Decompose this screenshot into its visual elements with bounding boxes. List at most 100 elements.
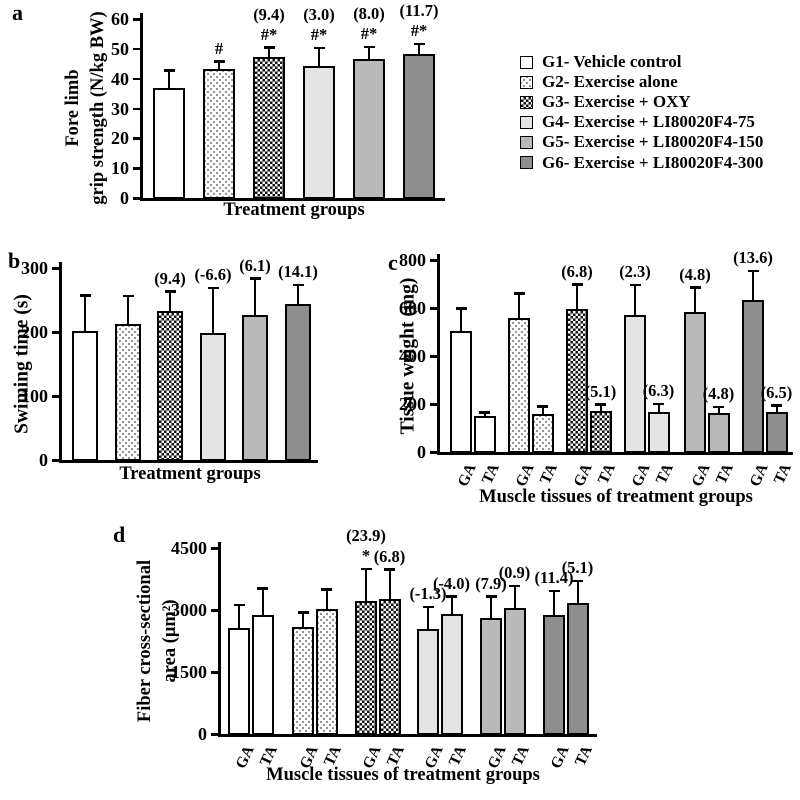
error-bar-cap <box>313 46 325 50</box>
panel-c-y-tickmark <box>430 355 437 358</box>
error-bar-cap <box>233 603 245 607</box>
panel-d-letter: d <box>113 522 126 547</box>
error-bar-cap <box>653 402 664 406</box>
x-ticklabel-text: TA <box>712 461 737 487</box>
error-bar-cap <box>257 587 268 590</box>
bar-c-G6-GA <box>742 300 764 453</box>
annotation: (14.1) <box>278 262 318 282</box>
x-ticklabel-text: TA <box>571 743 596 769</box>
error-bar <box>388 569 391 599</box>
legend-item-g6: G6- Exercise + LI80020F4-300 <box>520 152 764 172</box>
panel-a-y-tickmark <box>133 18 140 21</box>
panel-d-y-ticklabel: 4500 <box>171 538 207 558</box>
error-bar <box>261 588 264 616</box>
panel-d-y-tickmark <box>211 733 218 736</box>
annotation: (4.8) <box>702 384 735 404</box>
x-ticklabel-text: TA <box>536 461 561 487</box>
error-bar <box>325 589 328 609</box>
x-ticklabel-text: GA <box>454 461 480 490</box>
legend-label: G1- Vehicle control <box>542 52 682 71</box>
panel-c-y-ticklabel: 0 <box>417 442 426 462</box>
bar-b-G3 <box>157 310 183 461</box>
error-bar <box>483 412 486 417</box>
legend-item-g2: G2- Exercise alone <box>520 73 678 91</box>
annotation: (5.1) <box>584 381 617 401</box>
panel-b-xaxis-title: Treatment groups <box>119 464 261 484</box>
x-ticklabel-text: GA <box>570 461 596 490</box>
panel-d-y-tickmark <box>211 609 218 612</box>
legend-label: G2- Exercise alone <box>542 72 678 92</box>
annotation: (11.4) <box>534 568 574 588</box>
annotation: #* <box>310 25 328 45</box>
panel-d-x-axis <box>218 734 597 737</box>
legend-label: G6- Exercise + LI80020F4-300 <box>542 152 764 172</box>
bar-b-G4 <box>200 333 226 461</box>
panel-d-y-ticklabel: 3000 <box>171 600 207 620</box>
bar-d-G3-TA <box>378 598 401 735</box>
error-bar <box>212 288 214 334</box>
bar-b-G2 <box>115 323 141 461</box>
error-bar-cap <box>422 605 434 609</box>
panel-b-y-ticklabel: 300 <box>21 258 48 278</box>
panel-c-y-tickmark <box>430 403 437 406</box>
bar-a-G5 <box>353 58 385 199</box>
error-bar-cap <box>446 595 457 598</box>
error-bar <box>254 278 256 316</box>
legend-item-g3: G3- Exercise + OXY <box>520 93 691 111</box>
error-bar-cap <box>360 567 372 571</box>
bar-d-G2-TA <box>315 608 338 735</box>
error-bar <box>238 605 240 628</box>
panel-b-letter: b <box>8 248 21 273</box>
error-bar <box>541 406 544 414</box>
legend-swatch-g4 <box>520 115 533 129</box>
panel-a-y-ticklabel: 20 <box>111 128 129 149</box>
error-bar-cap <box>548 589 560 593</box>
error-bar-cap <box>79 294 91 297</box>
x-ticklabel-text: TA <box>652 461 677 487</box>
error-bar-cap <box>595 403 606 406</box>
bar-b-G5 <box>242 315 268 461</box>
x-ticklabel-text: GA <box>628 461 654 490</box>
error-bar-cap <box>771 404 782 407</box>
error-bar <box>553 591 555 616</box>
x-ticklabel-text: GA <box>547 743 573 772</box>
panel-d-y-ticklabel: 0 <box>198 724 207 744</box>
bar-a-G4 <box>303 65 335 199</box>
panel-a-y-ticklabel: 40 <box>111 68 129 89</box>
error-bar-cap <box>292 283 304 287</box>
panel-b-y-ticklabel: 0 <box>39 450 48 470</box>
error-bar-cap <box>207 286 219 290</box>
panel-b-y-ticklabel: 100 <box>21 386 48 406</box>
bar-a-G6 <box>403 53 435 199</box>
yaxis-title-line: Fiber cross-sectional <box>135 559 155 723</box>
annotation: # <box>214 38 224 58</box>
error-bar-cap <box>384 568 395 571</box>
error-bar-cap <box>213 60 225 63</box>
error-bar-cap <box>485 595 497 598</box>
panel-a-y-tickmark <box>133 107 140 110</box>
annotation: (9.4) <box>253 4 285 24</box>
panel-a-y-tickmark <box>133 77 140 81</box>
panel-b-y-ticklabel: 200 <box>21 322 48 342</box>
bar-a-G1 <box>153 87 185 199</box>
error-bar-cap <box>509 584 520 588</box>
annotation: (-1.3) <box>409 584 447 604</box>
error-bar-cap <box>122 294 134 298</box>
panel-c-letter: c <box>388 250 398 275</box>
panel-a-y-tickmark <box>133 197 140 200</box>
error-bar <box>427 607 429 629</box>
bar-d-G5-GA <box>480 618 502 735</box>
bar-d-G1-GA <box>228 627 250 735</box>
panel-a-y-ticklabel: 30 <box>111 98 129 119</box>
annotation: (9.4) <box>154 268 186 288</box>
error-bar <box>490 596 492 619</box>
error-bar-cap <box>713 405 724 409</box>
error-bar <box>418 44 420 54</box>
annotation: (23.9) <box>346 526 386 546</box>
bar-d-G6-TA <box>566 603 589 735</box>
error-bar <box>657 404 660 412</box>
panel-c-y-ticklabel: 200 <box>399 394 426 414</box>
panel-a-x-axis <box>140 198 445 201</box>
panel-a-letter: a <box>12 0 23 25</box>
legend-label: G3- Exercise + OXY <box>542 92 691 112</box>
